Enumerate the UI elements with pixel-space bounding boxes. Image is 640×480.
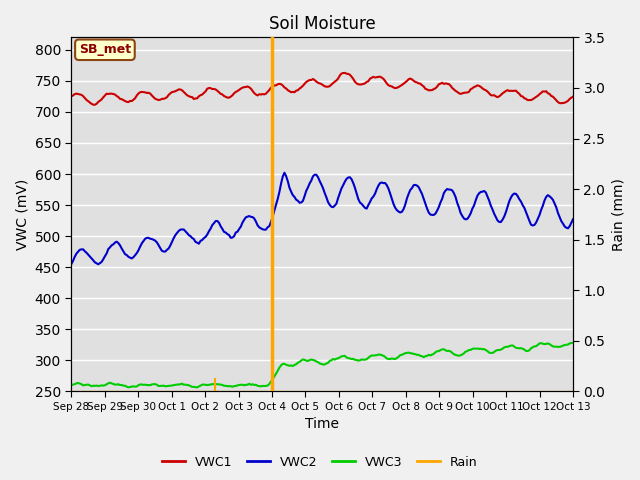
Text: SB_met: SB_met — [79, 43, 131, 56]
Y-axis label: VWC (mV): VWC (mV) — [15, 179, 29, 250]
Y-axis label: Rain (mm): Rain (mm) — [611, 178, 625, 251]
Title: Soil Moisture: Soil Moisture — [269, 15, 376, 33]
Legend: VWC1, VWC2, VWC3, Rain: VWC1, VWC2, VWC3, Rain — [157, 451, 483, 474]
X-axis label: Time: Time — [305, 418, 339, 432]
